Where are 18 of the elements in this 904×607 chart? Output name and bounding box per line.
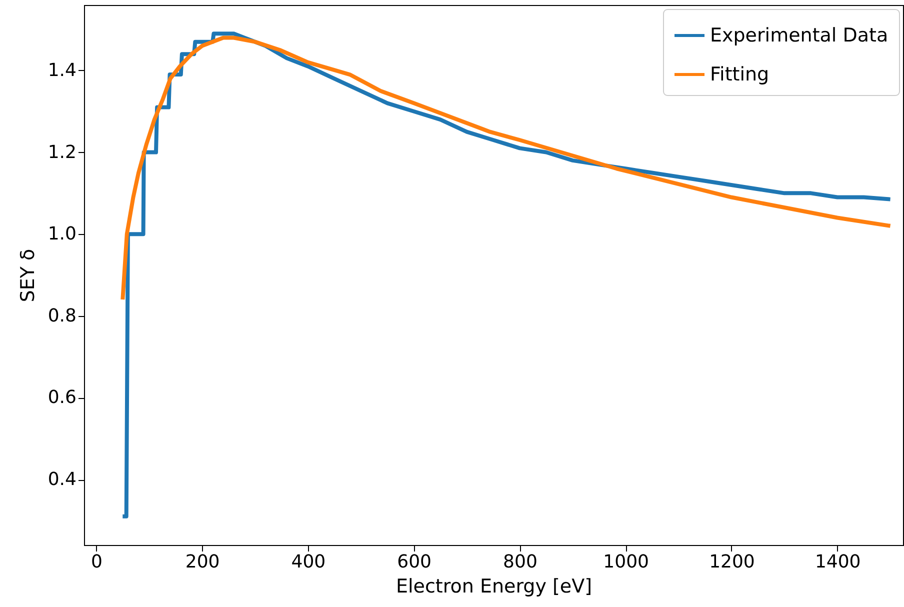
x-tick-label: 1000 [603,552,649,572]
x-axis-title: Electron Energy [eV] [396,576,592,598]
legend-label: Experimental Data [710,24,888,46]
x-tick-label: 800 [503,552,538,572]
x-tick-label: 200 [185,552,220,572]
y-tick-label: 1.4 [48,60,76,81]
legend-label: Fitting [710,64,770,86]
x-tick-label: 400 [291,552,326,572]
x-tick-label: 1400 [814,552,861,572]
x-tick-label: 600 [397,552,432,572]
y-tick-label: 1.2 [48,142,76,163]
x-tick-label: 0 [90,552,102,572]
x-tick-label: 1200 [709,552,755,572]
y-tick-label: 0.8 [48,305,76,326]
y-tick-label: 0.6 [48,387,76,408]
y-axis-title: SEY δ [16,248,39,302]
y-tick-label: 1.0 [48,224,76,245]
y-tick-label: 0.4 [48,469,76,490]
